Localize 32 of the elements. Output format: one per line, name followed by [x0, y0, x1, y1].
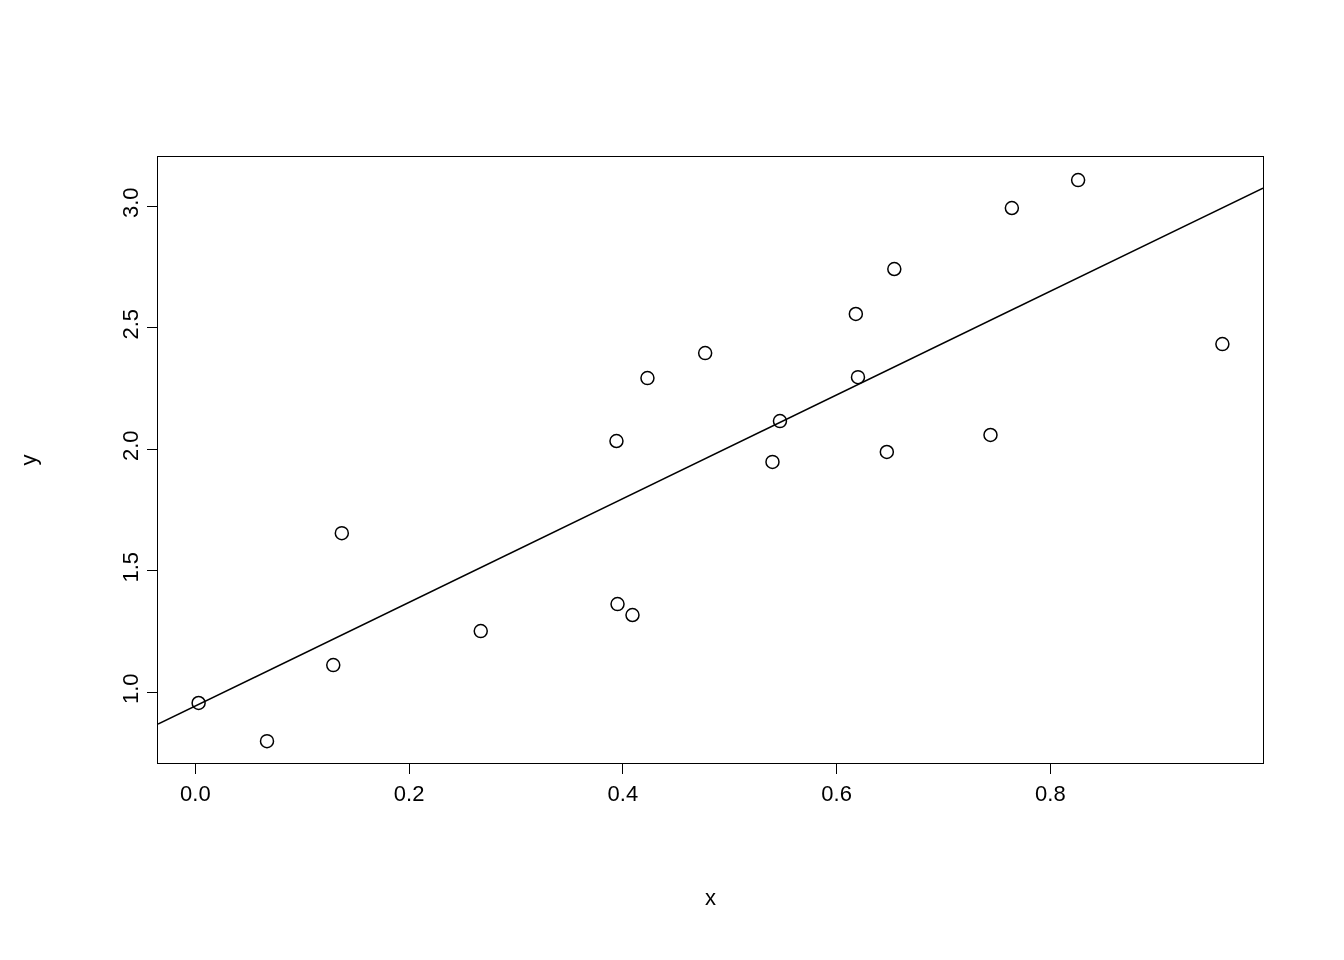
- x-tick-label: 0.6: [821, 780, 852, 806]
- point: [1070, 172, 1086, 188]
- point: [473, 623, 488, 639]
- point: [609, 433, 624, 449]
- point: [625, 607, 640, 623]
- point: [1004, 200, 1020, 216]
- y-tick-label: 1.5: [118, 551, 144, 583]
- point: [765, 454, 780, 470]
- point: [334, 525, 350, 541]
- point: [191, 695, 206, 711]
- y-tick-label: 2.5: [118, 308, 144, 340]
- point: [887, 261, 902, 277]
- point: [326, 657, 341, 673]
- point: [697, 345, 713, 361]
- point: [1215, 336, 1230, 352]
- y-tick-label: 2.0: [118, 430, 144, 462]
- point: [610, 596, 625, 612]
- point: [983, 427, 998, 443]
- x-tick-label: 0.8: [1035, 780, 1066, 806]
- point: [772, 413, 788, 429]
- x-axis-title: x: [705, 885, 716, 911]
- point: [850, 369, 866, 385]
- x-tick-label: 0.0: [180, 780, 211, 806]
- x-tick-label: 0.2: [393, 780, 425, 806]
- point: [879, 444, 895, 460]
- point: [848, 306, 864, 322]
- point: [259, 733, 275, 749]
- point: [640, 370, 655, 386]
- y-axis-title: y: [15, 454, 41, 466]
- x-tick-label: 0.4: [607, 780, 639, 806]
- y-tick-label: 3.0: [118, 187, 144, 219]
- y-tick-label: 1.0: [118, 673, 144, 705]
